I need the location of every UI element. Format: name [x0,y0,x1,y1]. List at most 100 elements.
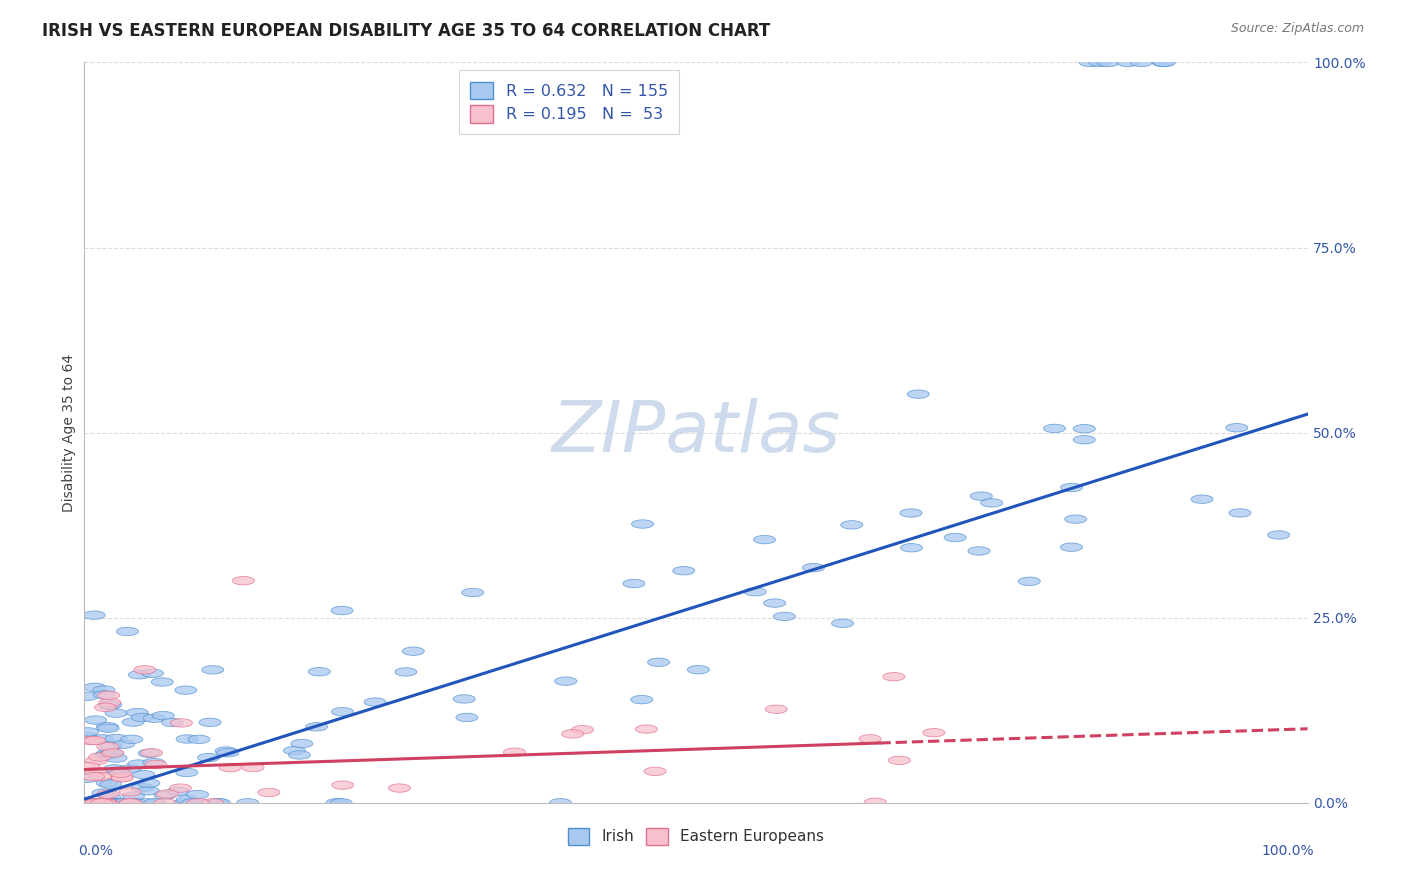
Ellipse shape [80,736,103,745]
Ellipse shape [93,798,115,807]
Ellipse shape [859,735,882,743]
Ellipse shape [90,798,112,807]
Text: IRISH VS EASTERN EUROPEAN DISABILITY AGE 35 TO 64 CORRELATION CHART: IRISH VS EASTERN EUROPEAN DISABILITY AGE… [42,22,770,40]
Ellipse shape [631,520,654,528]
Ellipse shape [103,764,125,773]
Ellipse shape [1078,58,1101,67]
Ellipse shape [883,673,905,681]
Ellipse shape [326,798,347,807]
Ellipse shape [122,718,143,726]
Ellipse shape [644,767,666,775]
Ellipse shape [145,760,167,769]
Ellipse shape [91,735,114,743]
Ellipse shape [900,543,922,552]
Ellipse shape [155,798,176,807]
Ellipse shape [103,798,125,807]
Ellipse shape [174,686,197,694]
Ellipse shape [980,499,1002,507]
Ellipse shape [89,772,111,780]
Ellipse shape [98,749,121,758]
Ellipse shape [174,798,195,807]
Ellipse shape [77,763,100,771]
Text: 0.0%: 0.0% [79,844,114,857]
Ellipse shape [308,667,330,676]
Ellipse shape [96,798,118,807]
Ellipse shape [215,747,238,756]
Ellipse shape [242,764,264,772]
Ellipse shape [76,798,98,807]
Ellipse shape [131,783,153,792]
Ellipse shape [82,798,104,807]
Ellipse shape [89,798,110,807]
Ellipse shape [100,780,122,789]
Ellipse shape [1152,58,1174,67]
Ellipse shape [101,798,122,807]
Ellipse shape [257,789,280,797]
Ellipse shape [120,798,141,807]
Ellipse shape [122,792,145,800]
Ellipse shape [900,508,922,517]
Ellipse shape [1268,531,1289,539]
Ellipse shape [76,798,98,807]
Text: 100.0%: 100.0% [1261,844,1313,857]
Ellipse shape [200,718,221,727]
Ellipse shape [94,798,115,807]
Ellipse shape [187,798,209,807]
Ellipse shape [773,612,796,621]
Ellipse shape [76,692,98,700]
Ellipse shape [120,788,141,796]
Ellipse shape [141,748,163,757]
Ellipse shape [152,678,173,686]
Ellipse shape [198,754,219,762]
Ellipse shape [90,798,111,807]
Ellipse shape [503,748,526,756]
Ellipse shape [120,798,142,807]
Ellipse shape [100,798,122,807]
Ellipse shape [395,668,418,676]
Ellipse shape [134,665,156,674]
Ellipse shape [1043,425,1066,433]
Ellipse shape [453,695,475,703]
Ellipse shape [291,739,314,747]
Ellipse shape [111,773,134,782]
Ellipse shape [176,768,198,777]
Ellipse shape [105,734,127,743]
Ellipse shape [84,798,107,807]
Ellipse shape [572,725,593,734]
Ellipse shape [188,735,209,744]
Ellipse shape [217,748,239,757]
Ellipse shape [763,599,786,607]
Ellipse shape [93,690,115,699]
Ellipse shape [688,665,710,673]
Ellipse shape [236,798,259,807]
Ellipse shape [907,390,929,399]
Ellipse shape [79,798,101,807]
Ellipse shape [83,772,104,780]
Ellipse shape [138,749,160,757]
Ellipse shape [1116,58,1139,67]
Ellipse shape [1226,424,1249,432]
Ellipse shape [831,619,853,627]
Ellipse shape [456,714,478,722]
Ellipse shape [305,723,328,731]
Ellipse shape [76,774,98,782]
Ellipse shape [86,767,107,775]
Ellipse shape [97,798,120,807]
Ellipse shape [128,671,150,679]
Ellipse shape [98,793,121,801]
Ellipse shape [865,798,886,806]
Ellipse shape [98,701,120,710]
Ellipse shape [187,790,208,798]
Ellipse shape [364,698,387,706]
Ellipse shape [100,741,122,750]
Ellipse shape [97,742,118,751]
Ellipse shape [170,719,193,727]
Ellipse shape [107,767,129,775]
Ellipse shape [1064,515,1087,524]
Ellipse shape [138,787,159,795]
Ellipse shape [131,714,153,722]
Ellipse shape [103,748,124,757]
Ellipse shape [143,758,165,767]
Ellipse shape [98,698,121,706]
Text: Source: ZipAtlas.com: Source: ZipAtlas.com [1230,22,1364,36]
